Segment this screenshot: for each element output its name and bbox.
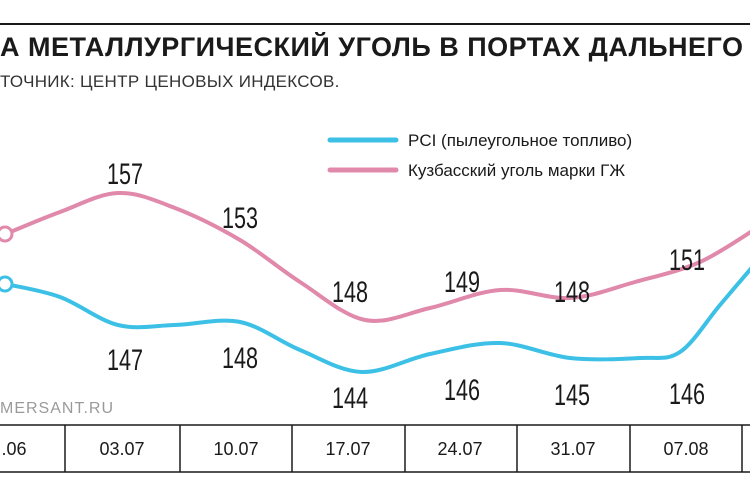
data-label-pci: 146 bbox=[669, 376, 705, 410]
x-tick-label: 03.07 bbox=[99, 439, 144, 459]
x-tick-label: 24.07 bbox=[437, 439, 482, 459]
legend-label-pci: PCI (пылеугольное топливо) bbox=[408, 131, 632, 150]
data-label-gzh: 157 bbox=[107, 156, 143, 190]
x-tick-label: 31.07 bbox=[550, 439, 595, 459]
data-label-gzh: 153 bbox=[222, 200, 258, 234]
legend: PCI (пылеугольное топливо) Кузбасский уг… bbox=[327, 131, 632, 180]
start-marker-gzh bbox=[0, 225, 14, 243]
data-labels: 157 153 148 149 148 151 147 148 144 146 145 146 bbox=[107, 156, 705, 414]
data-label-pci: 148 bbox=[222, 340, 258, 374]
watermark: MERSANT.RU bbox=[0, 400, 115, 417]
chart-source: ТОЧНИК: ЦЕНТР ЦЕНОВЫХ ИНДЕКСОВ. bbox=[0, 72, 340, 91]
start-marker-pci bbox=[0, 275, 14, 293]
x-tick-label: 10.07 bbox=[213, 439, 258, 459]
data-label-pci: 145 bbox=[554, 377, 590, 411]
data-label-pci: 147 bbox=[107, 342, 143, 376]
data-label-gzh: 148 bbox=[332, 274, 368, 308]
chart-title: А МЕТАЛЛУРГИЧЕСКИЙ УГОЛЬ В ПОРТАХ ДАЛЬНЕ… bbox=[0, 32, 750, 62]
data-label-pci: 144 bbox=[332, 380, 368, 414]
x-tick-label: 17.07 bbox=[325, 439, 370, 459]
series-line-pci bbox=[0, 266, 750, 375]
x-tick-label: .06 bbox=[1, 439, 26, 459]
data-label-gzh: 148 bbox=[554, 274, 590, 308]
top-strip bbox=[0, 0, 750, 24]
x-ticks: .06 03.07 10.07 17.07 24.07 31.07 07.08 bbox=[1, 425, 743, 472]
x-tick-label: 07.08 bbox=[663, 439, 708, 459]
data-label-pci: 146 bbox=[444, 372, 480, 406]
data-label-gzh: 149 bbox=[444, 264, 480, 298]
data-label-gzh: 151 bbox=[669, 242, 705, 276]
legend-label-gzh: Кузбасский уголь марки ГЖ bbox=[408, 161, 625, 180]
series-line-gzh bbox=[0, 190, 750, 323]
